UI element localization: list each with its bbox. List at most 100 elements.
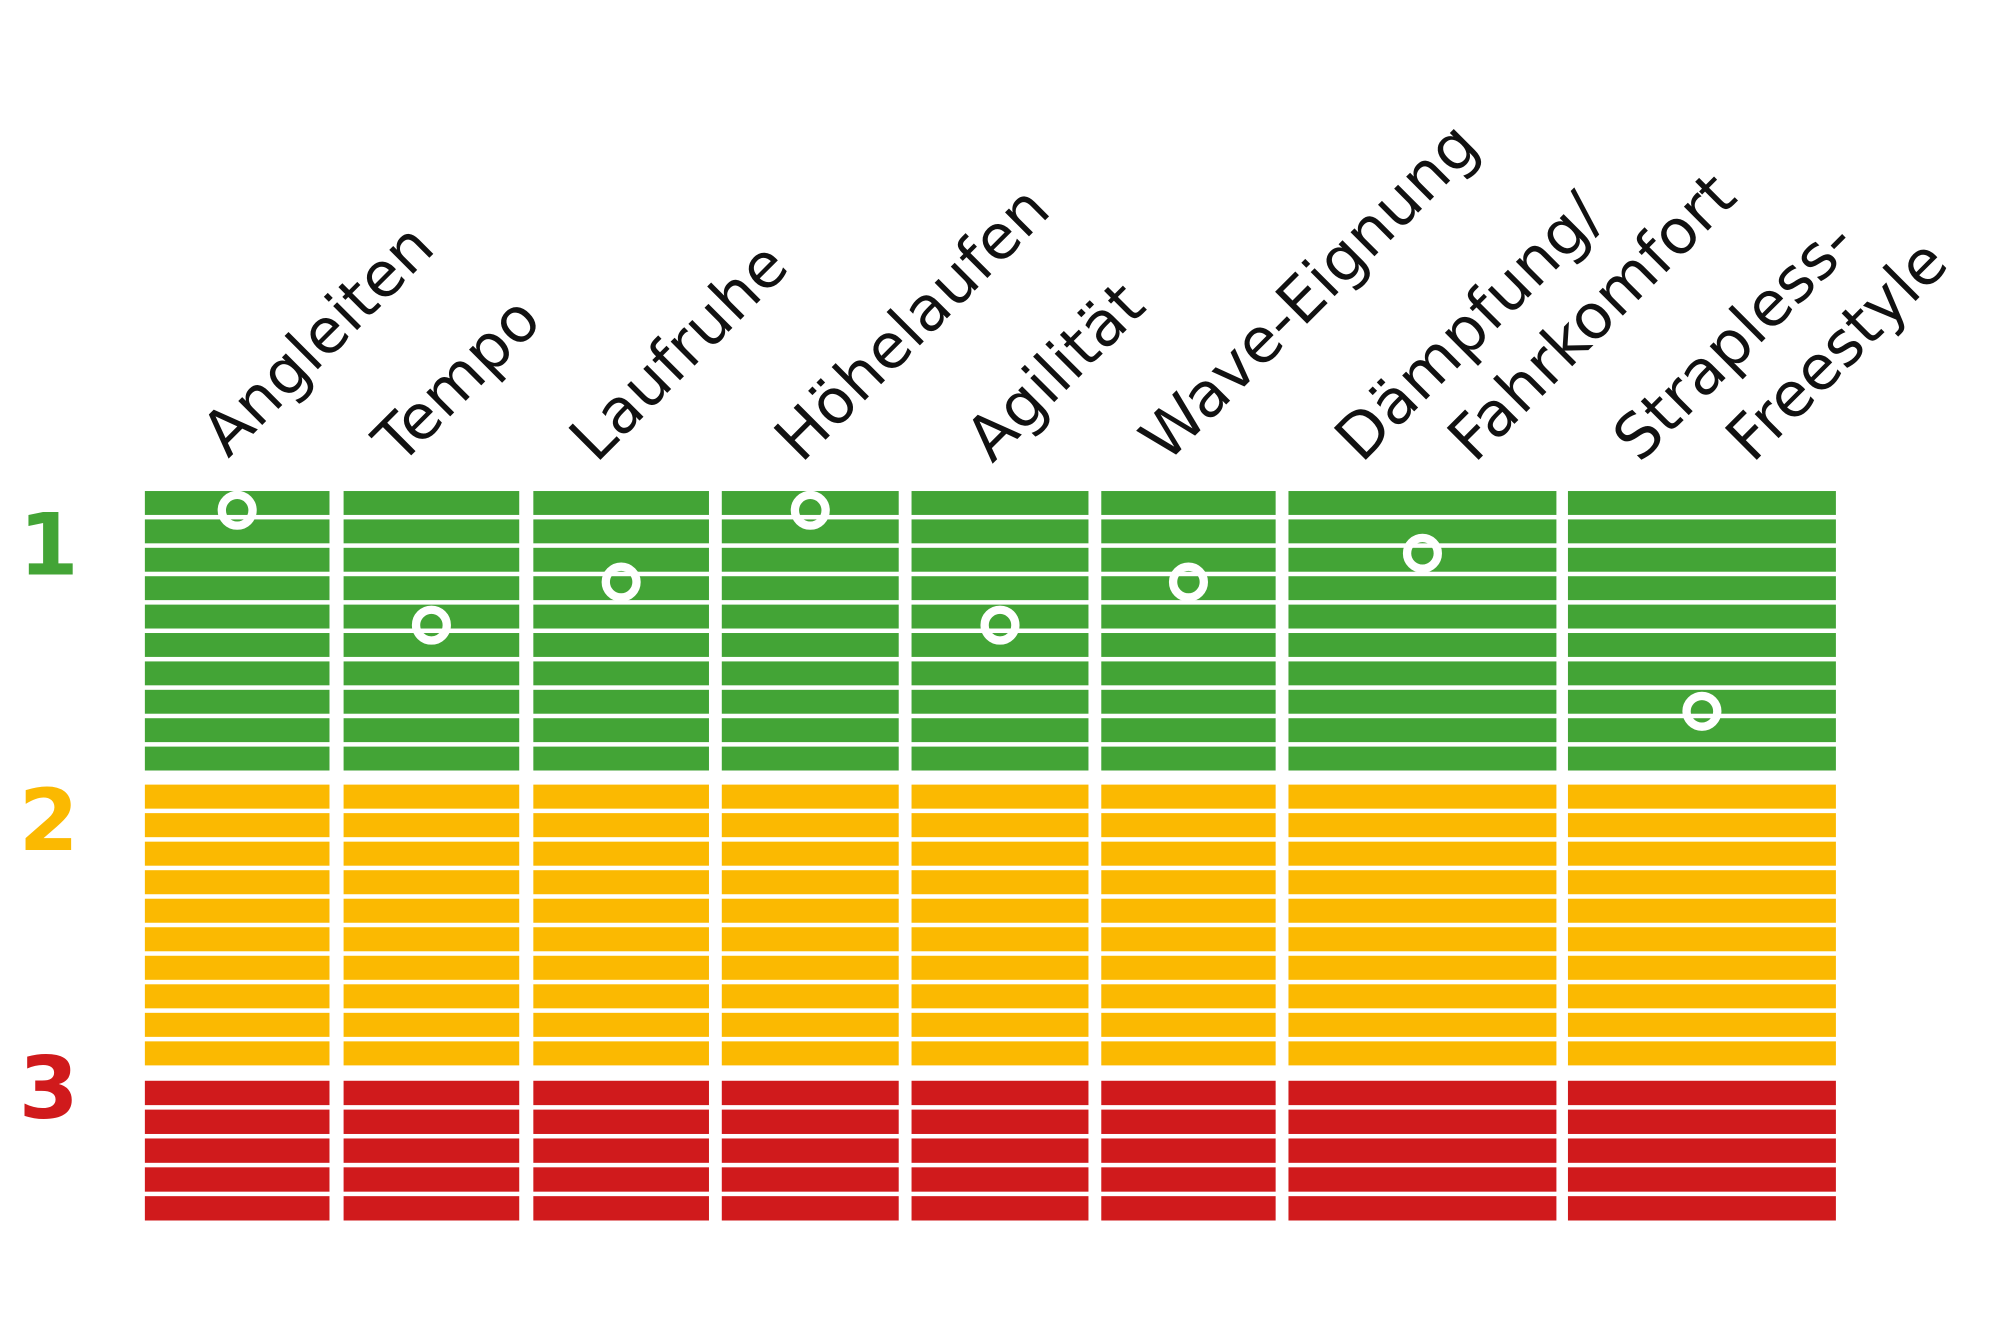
band-stripe <box>1288 784 1557 809</box>
rating-marker <box>1402 533 1442 573</box>
band-stripe <box>1101 870 1276 895</box>
band-stripe <box>721 870 899 895</box>
band-stripe <box>533 491 709 515</box>
band-stripe <box>533 547 709 572</box>
band-stripe <box>721 1167 899 1192</box>
band-stripe <box>721 1109 899 1134</box>
band-stripe <box>721 1196 899 1221</box>
band-stripe <box>1101 576 1276 601</box>
band-stripe <box>911 547 1089 572</box>
band-stripe <box>144 746 330 771</box>
band-stripe <box>1567 604 1836 629</box>
band-stripe <box>721 633 899 657</box>
rating-marker <box>1168 562 1209 602</box>
band-stripe <box>1288 746 1557 771</box>
band-stripe <box>1567 1196 1836 1221</box>
band-stripe <box>1101 955 1276 980</box>
band-stripe <box>343 576 520 601</box>
band-stripe <box>911 813 1089 838</box>
band-stripe <box>343 519 520 544</box>
band-stripe <box>911 633 1089 657</box>
band-stripe <box>1567 633 1836 657</box>
band-stripe <box>911 1138 1089 1163</box>
band-stripe <box>1101 633 1276 657</box>
band-stripe <box>533 1167 709 1192</box>
band-stripe <box>911 898 1089 923</box>
band-stripe <box>911 870 1089 895</box>
band-stripe <box>721 1041 899 1066</box>
band-stripe <box>911 1012 1089 1037</box>
band-stripe <box>1288 547 1557 572</box>
band-stripe <box>343 689 520 714</box>
band-stripe <box>721 718 899 743</box>
band-stripe <box>144 1080 330 1106</box>
band-stripe <box>721 576 899 601</box>
band-stripe <box>1567 746 1836 771</box>
band-stripe <box>343 984 520 1009</box>
band-stripe <box>721 519 899 544</box>
band-stripe <box>1101 841 1276 866</box>
rating-marker <box>1682 691 1722 731</box>
band-stripe <box>1101 519 1276 544</box>
band-stripe <box>721 984 899 1009</box>
band-stripe <box>533 661 709 686</box>
band-stripe <box>1288 1109 1557 1134</box>
band-stripe <box>343 547 520 572</box>
band-stripe <box>1567 576 1836 601</box>
band-stripe <box>533 519 709 544</box>
band-stripe <box>343 813 520 838</box>
band-stripe <box>1567 841 1836 866</box>
band-stripe <box>144 633 330 657</box>
band-stripe <box>144 1138 330 1163</box>
band-stripe <box>1101 604 1276 629</box>
band-stripe <box>1288 898 1557 923</box>
band-stripe <box>343 661 520 686</box>
band-stripe <box>1101 689 1276 714</box>
band-stripe <box>721 955 899 980</box>
band-stripe <box>721 491 899 515</box>
band-stripe <box>533 718 709 743</box>
band-stripe <box>144 1041 330 1066</box>
rating-markers <box>217 490 1722 731</box>
band-stripe <box>144 547 330 572</box>
grade-label-1: 1 <box>19 495 79 595</box>
rating-marker <box>790 490 830 530</box>
band-stripe <box>911 661 1089 686</box>
band-stripe <box>911 784 1089 809</box>
band-stripe <box>1288 841 1557 866</box>
band-stripe <box>343 955 520 980</box>
band-stripe <box>1101 491 1276 515</box>
band-stripe <box>533 927 709 952</box>
band-stripe <box>1288 661 1557 686</box>
band-stripe <box>1567 661 1836 686</box>
band-stripe <box>911 491 1089 515</box>
band-stripe <box>533 1012 709 1037</box>
band-stripe <box>1101 1012 1276 1037</box>
band-stripe <box>144 1012 330 1037</box>
band-stripe <box>1567 870 1836 895</box>
band-stripe <box>911 718 1089 743</box>
band-stripe <box>911 1109 1089 1134</box>
band-stripe <box>533 1080 709 1106</box>
rating-marker <box>601 562 641 602</box>
band-stripe <box>144 784 330 809</box>
band-stripe <box>1288 718 1557 743</box>
grade-label-2: 2 <box>19 771 79 871</box>
band-stripe <box>1288 689 1557 714</box>
band-stripe <box>144 661 330 686</box>
band-stripe <box>911 519 1089 544</box>
band-stripe <box>1288 813 1557 838</box>
band-stripe <box>1288 870 1557 895</box>
band-stripe <box>1101 898 1276 923</box>
band-stripe <box>343 633 520 657</box>
band-stripe <box>144 718 330 743</box>
band-stripe <box>911 746 1089 771</box>
band-stripe <box>1101 784 1276 809</box>
band-stripe <box>533 1041 709 1066</box>
band-stripe <box>1288 1138 1557 1163</box>
rating-marker <box>411 605 451 645</box>
band-stripe <box>144 955 330 980</box>
band-stripe <box>1567 927 1836 952</box>
band-stripe <box>1567 1167 1836 1192</box>
